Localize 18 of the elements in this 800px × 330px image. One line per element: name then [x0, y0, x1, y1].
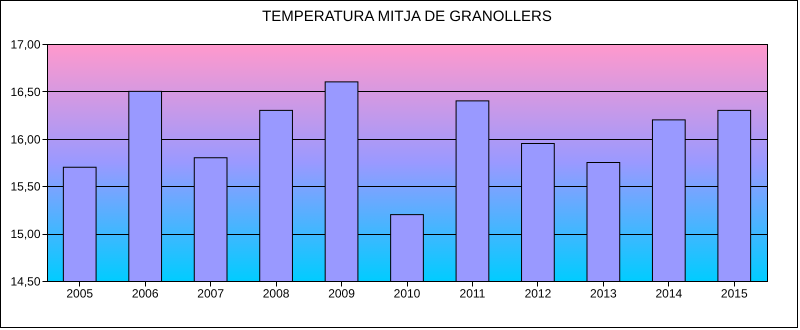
y-tick-label: 14,50 [10, 274, 41, 288]
x-tick-label: 2008 [262, 286, 290, 300]
x-tick-label: 2007 [197, 286, 224, 300]
x-tick-label: 2009 [328, 286, 356, 300]
x-tick-label: 2014 [655, 286, 682, 300]
y-tick-label: 17,00 [10, 38, 41, 52]
x-tick-label: 2013 [590, 286, 618, 300]
x-tick-label: 2006 [132, 286, 159, 300]
x-tick-label: 2010 [394, 286, 421, 300]
y-tick-label: 15,00 [10, 227, 41, 242]
chart-title: TEMPERATURA MITJA DE GRANOLLERS [262, 8, 552, 25]
x-tick-label: 2012 [524, 286, 552, 300]
x-tick-label: 2011 [460, 286, 486, 300]
x-tick-label: 2015 [720, 286, 748, 300]
y-tick-label: 15,50 [10, 180, 41, 194]
y-tick-label: 16,50 [10, 84, 41, 99]
x-tick-label: 2005 [66, 286, 94, 300]
y-tick-label: 16,00 [10, 132, 41, 146]
